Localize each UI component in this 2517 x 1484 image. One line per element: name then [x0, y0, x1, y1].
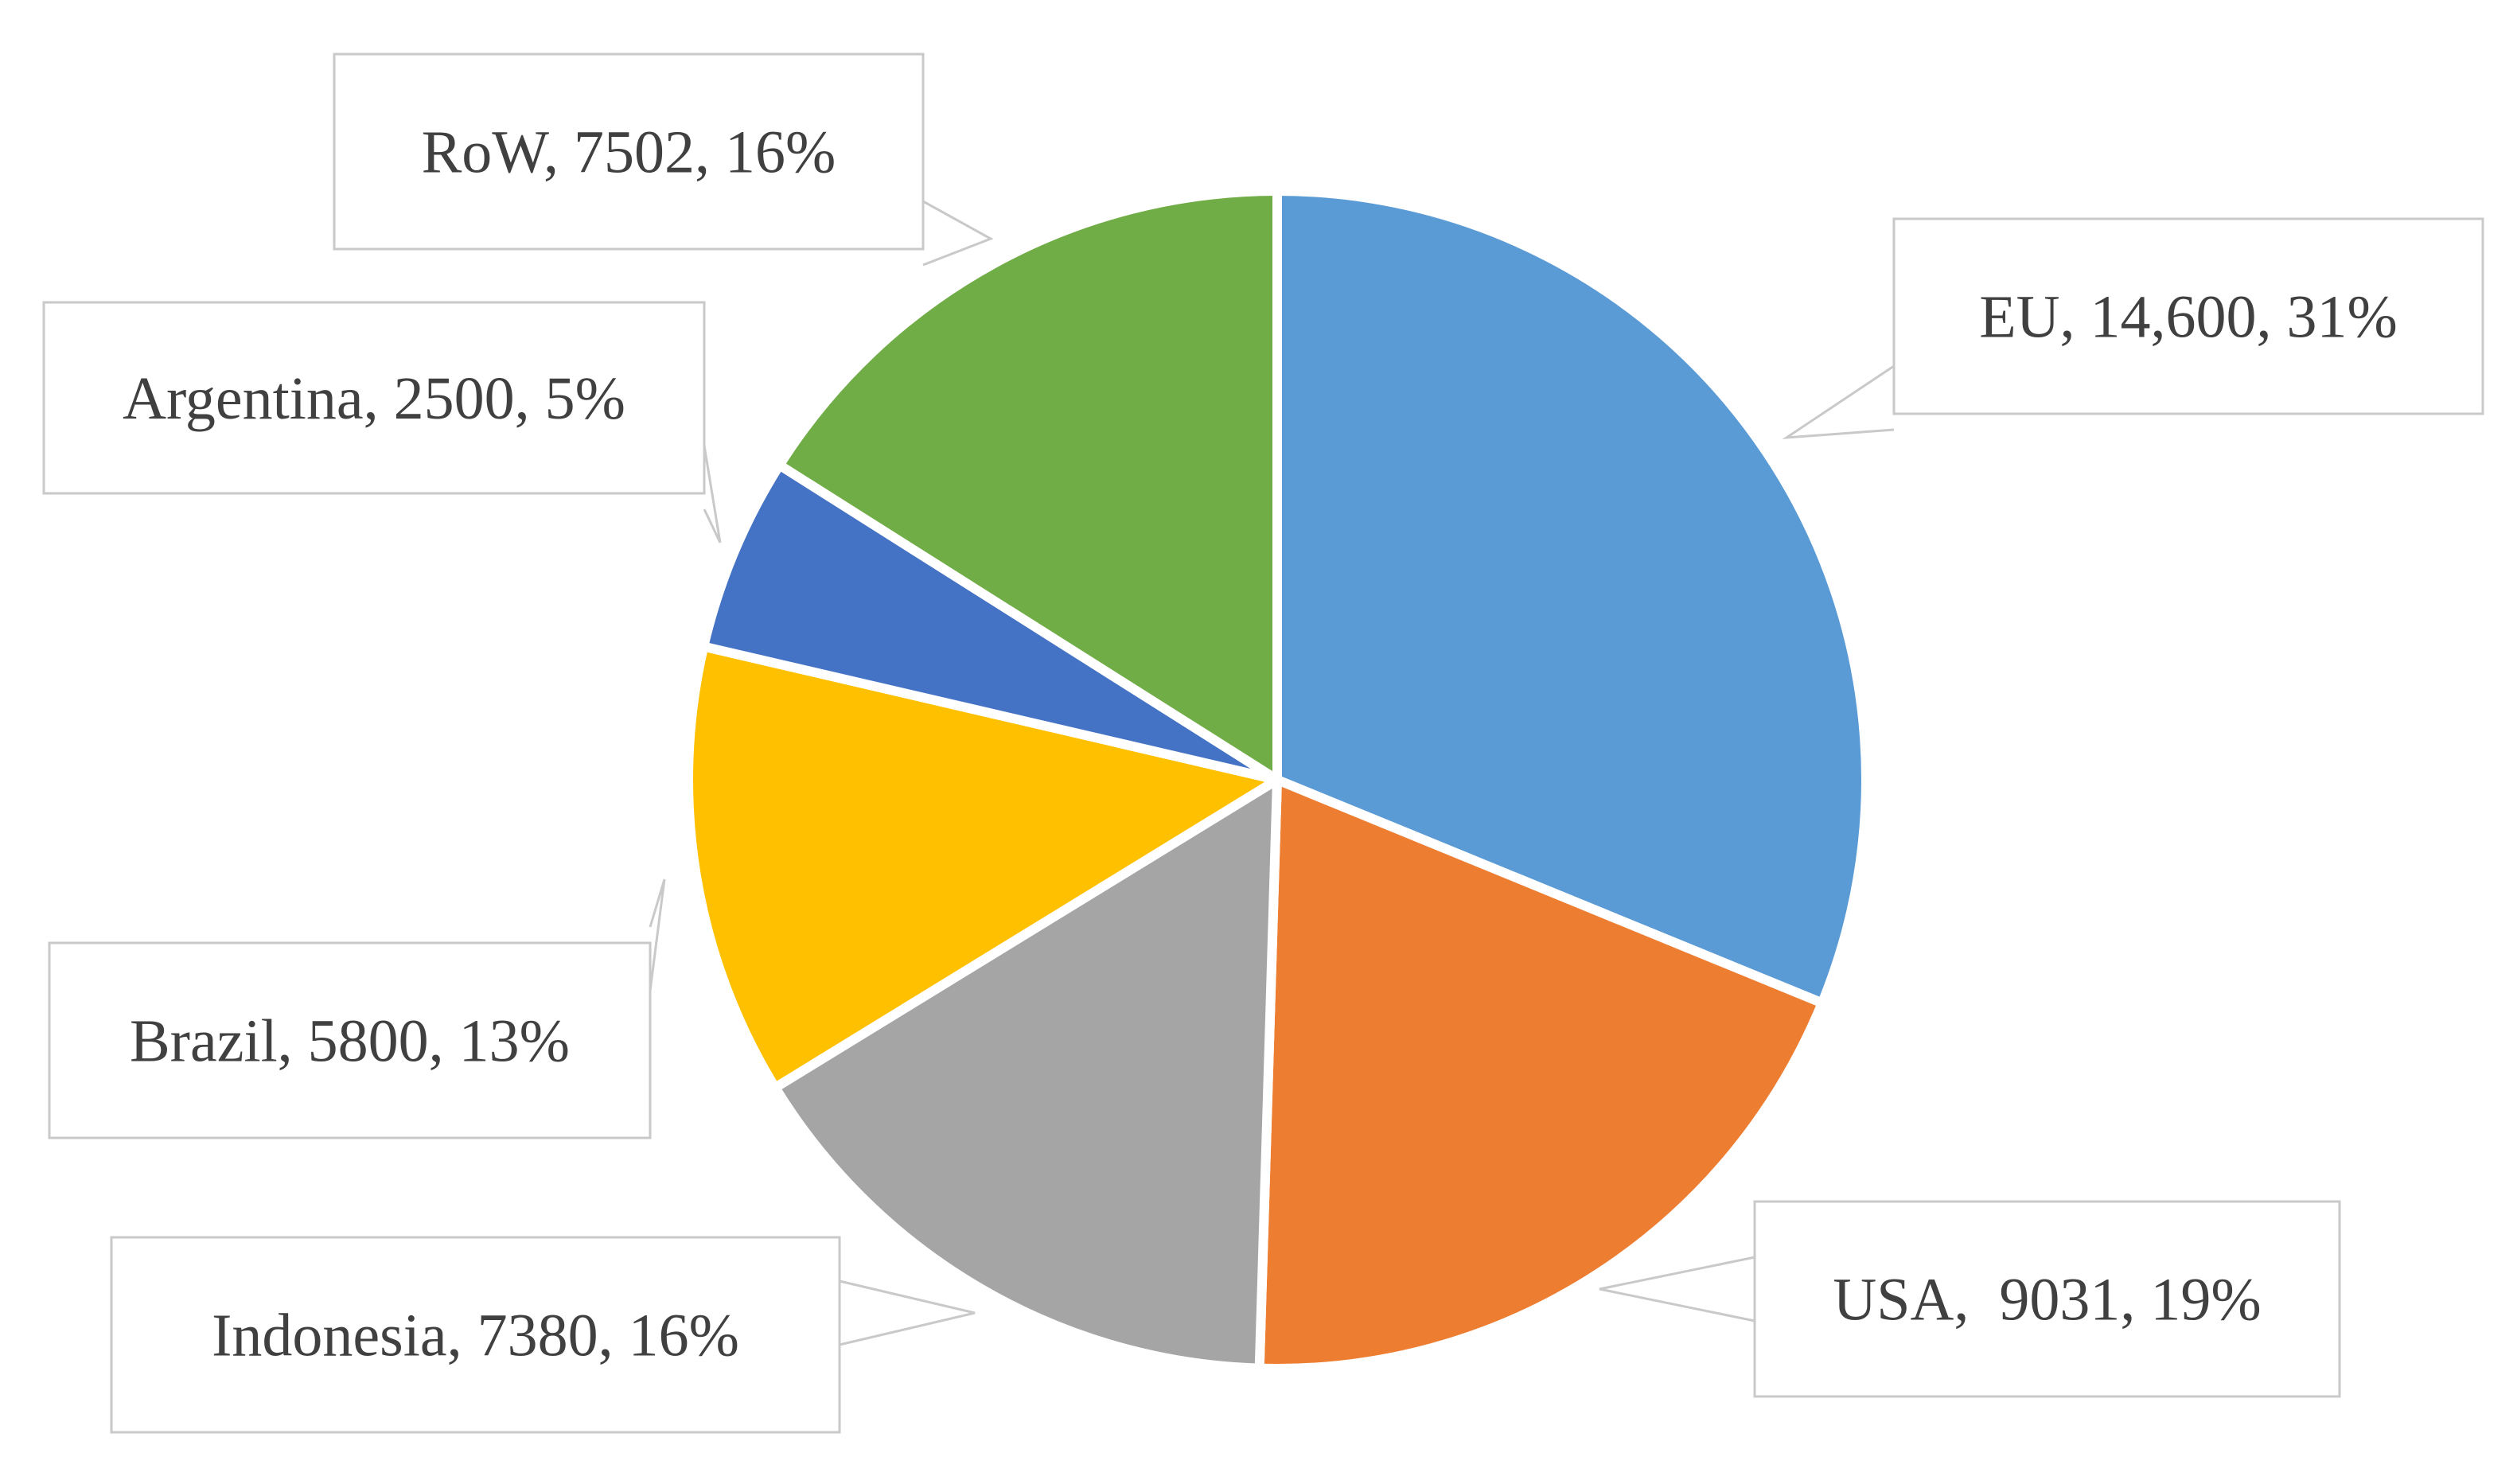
callout-box-argentina — [42, 301, 706, 495]
callout-row: RoW, 7502, 16% — [333, 53, 994, 267]
data-label-row: RoW, 7502, 16% — [422, 119, 836, 186]
callout-box-row — [333, 53, 925, 251]
callout-leader-row — [922, 200, 994, 267]
callout-box-brazil — [48, 941, 652, 1139]
slices-layer — [684, 186, 1871, 1373]
callout-argentina: Argentina, 2500, 5% — [42, 301, 722, 543]
data-label-brazil: Brazil, 5800, 13% — [130, 1008, 570, 1075]
callout-leader-argentina — [703, 445, 722, 543]
callout-leader-eu — [1782, 364, 1895, 439]
callout-usa: USA, 9031, 19% — [1599, 1200, 2341, 1398]
pie-slice-eu — [1272, 186, 1871, 1008]
callout-leader-usa — [1599, 1256, 1755, 1322]
pie-slice-row — [774, 186, 1282, 785]
data-label-indonesia: Indonesia, 7380, 16% — [212, 1303, 739, 1369]
callouts-layer: EU, 14,600, 31% USA, 9031, 19% Indonesia, … — [42, 53, 2484, 1434]
pie-slice-indonesia — [770, 775, 1282, 1373]
data-label-usa: USA, 9031, 19% — [1833, 1267, 2261, 1334]
callout-brazil: Brazil, 5800, 13% — [48, 878, 666, 1139]
callout-eu: EU, 14,600, 31% — [1782, 217, 2484, 439]
pie-slice-brazil — [684, 641, 1282, 1093]
callout-box-eu — [1892, 217, 2484, 415]
data-label-argentina: Argentina, 2500, 5% — [123, 365, 625, 432]
data-label-eu: EU, 14,600, 31% — [1979, 284, 2398, 351]
callout-leader-brazil — [649, 878, 666, 991]
pie-slice-usa — [1254, 775, 1827, 1373]
callout-box-usa — [1753, 1200, 2341, 1398]
callout-box-indonesia — [110, 1236, 841, 1434]
callout-leader-indonesia — [839, 1280, 976, 1346]
callout-indonesia: Indonesia, 7380, 16% — [110, 1236, 976, 1434]
pie-slice-argentina — [699, 460, 1282, 785]
